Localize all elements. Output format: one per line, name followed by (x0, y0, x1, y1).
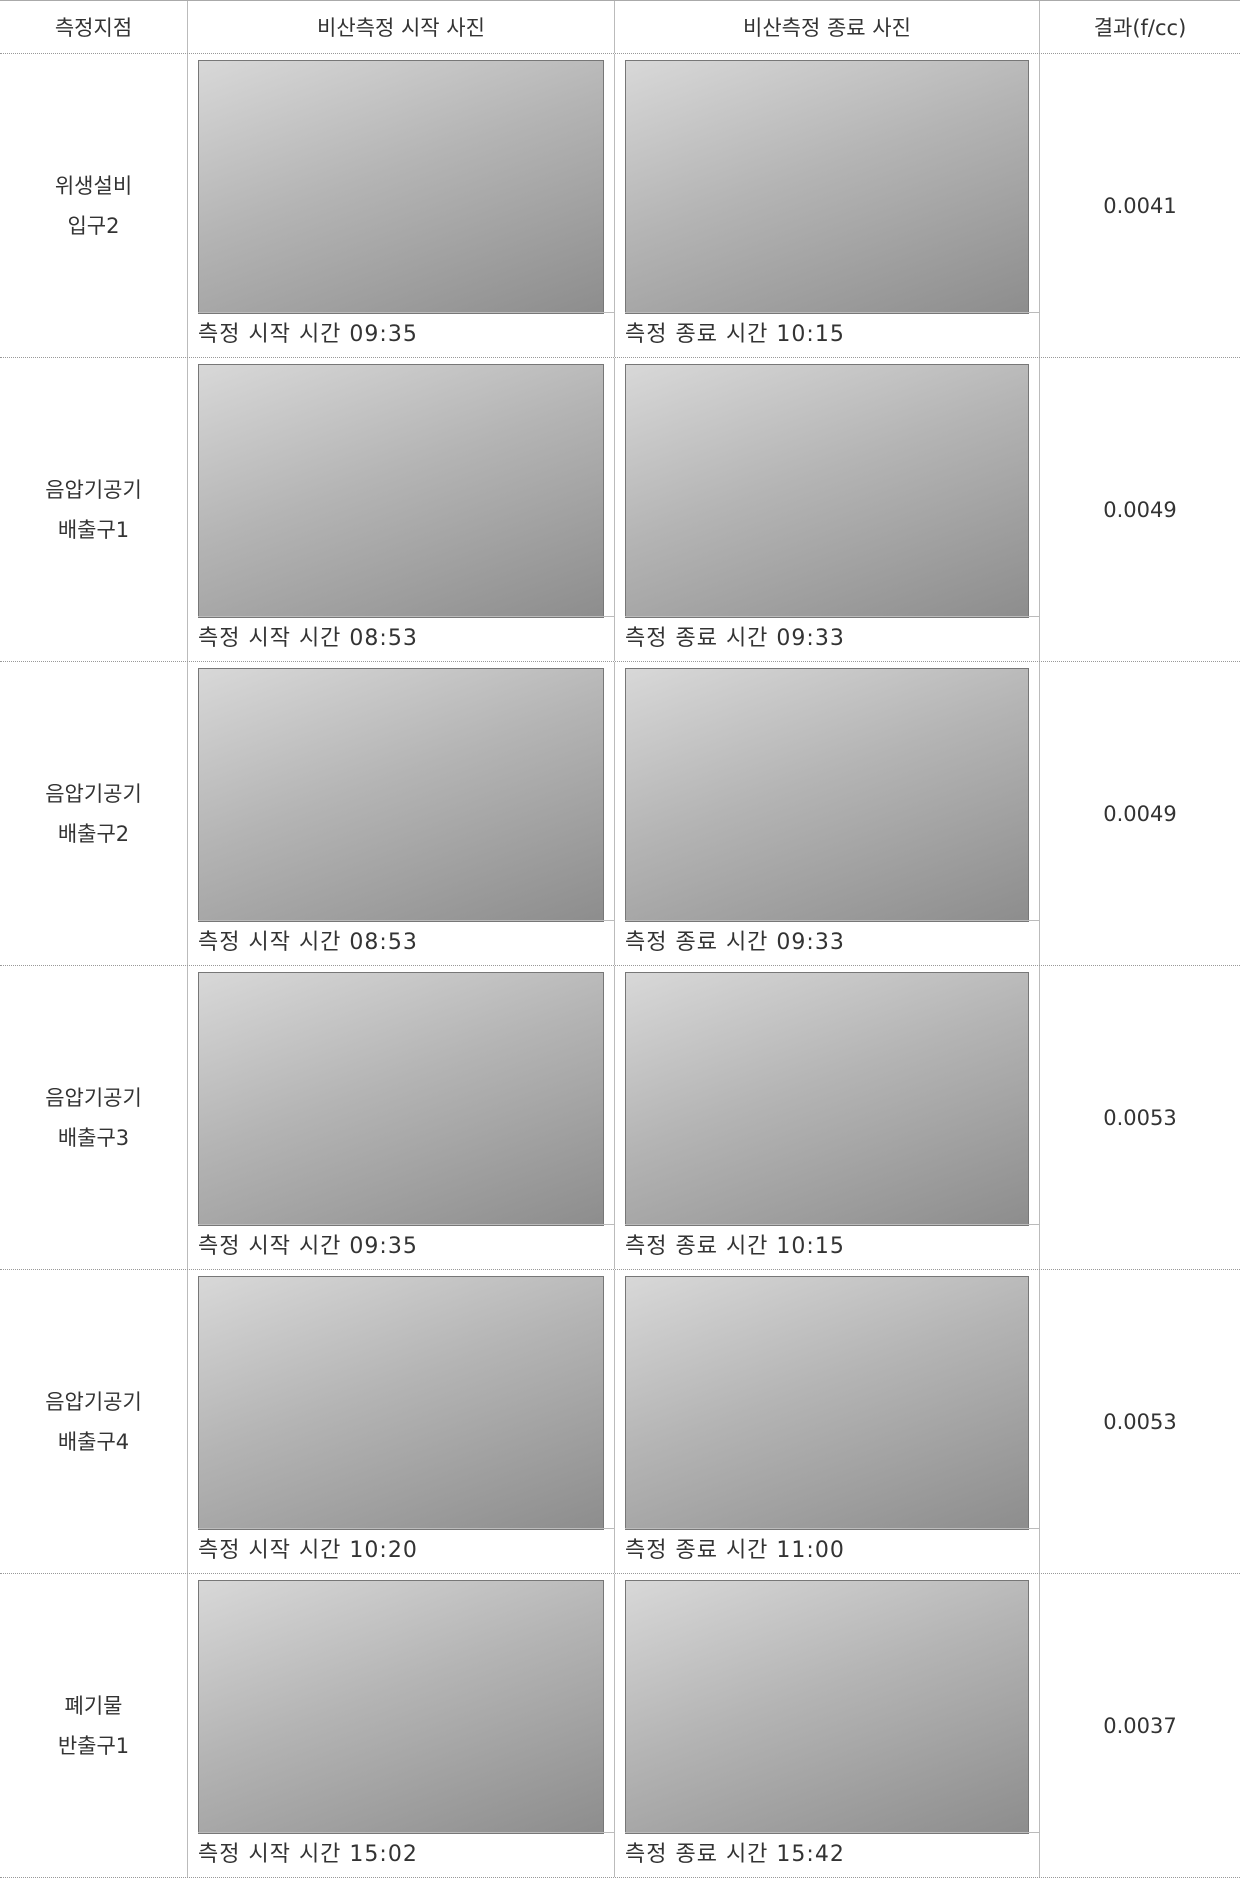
start-caption: 측정 시작 시간 08:53 (198, 920, 614, 965)
header-cell: 결과(f/cc) (1093, 16, 1187, 40)
location-line: 음압기공기 (45, 1389, 142, 1414)
header-cell: 비산측정 시작 사진 (188, 1, 615, 53)
end-photo-cell: 측정 종료 시간 10:15 (615, 966, 1040, 1269)
end-caption: 측정 종료 시간 10:15 (625, 1224, 1039, 1269)
end-photo-cell: 측정 종료 시간 09:33 (615, 662, 1040, 965)
end-photo (625, 364, 1029, 618)
end-photo (625, 60, 1029, 314)
end-caption: 측정 종료 시간 15:42 (625, 1832, 1039, 1877)
start-caption: 측정 시작 시간 15:02 (198, 1832, 614, 1877)
header-row: 측정지점 비산측정 시작 사진 비산측정 종료 사진 결과(f/cc) (0, 0, 1240, 54)
start-photo-cell: 측정 시작 시간 08:53 (188, 662, 615, 965)
result: 0.0053 (1103, 1409, 1177, 1434)
location-line: 음압기공기 (45, 1085, 142, 1110)
start-caption: 측정 시작 시간 10:20 (198, 1528, 614, 1573)
start-photo (198, 1580, 604, 1834)
start-caption: 측정 시작 시간 08:53 (198, 616, 614, 661)
location-line: 폐기물 (64, 1693, 123, 1718)
end-photo (625, 972, 1029, 1226)
header-cell: 측정지점 (0, 1, 188, 53)
result: 0.0041 (1103, 193, 1177, 218)
start-photo (198, 972, 604, 1226)
end-caption: 측정 종료 시간 09:33 (625, 920, 1039, 965)
start-photo-cell: 측정 시작 시간 08:53 (188, 358, 615, 661)
end-photo (625, 668, 1029, 922)
start-photo-cell: 측정 시작 시간 09:35 (188, 966, 615, 1269)
end-caption: 측정 종료 시간 09:33 (625, 616, 1039, 661)
start-photo-cell: 측정 시작 시간 15:02 (188, 1574, 615, 1877)
end-photo-cell: 측정 종료 시간 15:42 (615, 1574, 1040, 1877)
end-photo-cell: 측정 종료 시간 09:33 (615, 358, 1040, 661)
start-photo (198, 1276, 604, 1530)
end-photo (625, 1276, 1029, 1530)
location-line: 위생설비 (54, 173, 133, 198)
start-photo-cell: 측정 시작 시간 10:20 (188, 1270, 615, 1573)
location-line: 음압기공기 (45, 477, 142, 502)
start-photo-cell: 측정 시작 시간 09:35 (188, 54, 615, 357)
start-caption: 측정 시작 시간 09:35 (198, 312, 614, 357)
location-line: 반출구1 (57, 1733, 130, 1758)
result: 0.0053 (1103, 1105, 1177, 1130)
header-cell: 비산측정 종료 사진 (615, 1, 1040, 53)
location-line: 입구2 (67, 213, 120, 238)
location-line: 음압기공기 (45, 781, 142, 806)
location-line: 배출구2 (57, 821, 130, 846)
start-photo (198, 60, 604, 314)
result: 0.0049 (1103, 801, 1177, 826)
end-photo (625, 1580, 1029, 1834)
end-photo-cell: 측정 종료 시간 11:00 (615, 1270, 1040, 1573)
start-photo (198, 364, 604, 618)
start-caption: 측정 시작 시간 09:35 (198, 1224, 614, 1269)
end-caption: 측정 종료 시간 11:00 (625, 1528, 1039, 1573)
result: 0.0049 (1103, 497, 1177, 522)
start-photo (198, 668, 604, 922)
result: 0.0037 (1103, 1713, 1177, 1738)
end-photo-cell: 측정 종료 시간 10:15 (615, 54, 1040, 357)
location-line: 배출구3 (57, 1125, 130, 1150)
end-caption: 측정 종료 시간 10:15 (625, 312, 1039, 357)
location-line: 배출구4 (57, 1429, 130, 1454)
location-line: 배출구1 (57, 517, 130, 542)
